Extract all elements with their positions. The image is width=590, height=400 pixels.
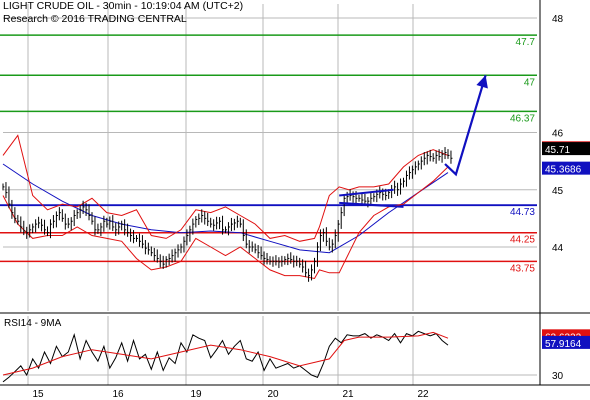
price-tag-label: 45.3686	[545, 165, 582, 176]
y-tick-label: 48	[552, 14, 564, 25]
price-panel: 4846454447.74746.3744.7344.2543.7545.724…	[0, 4, 590, 311]
projection-arrow	[444, 74, 487, 177]
series-rsi-ma	[2, 331, 449, 376]
x-tick-label: 22	[417, 389, 429, 400]
x-tick-label: 19	[190, 389, 202, 400]
price-tag	[542, 335, 590, 349]
level-label: 46.37	[510, 113, 535, 124]
series-bollinger_upper	[2, 134, 449, 242]
y-tick-label: 45	[552, 186, 564, 197]
y-tick-label: 46	[552, 129, 564, 140]
projection-arrowhead	[476, 75, 488, 89]
chart-subtitle: Research © 2016 TRADING CENTRAL	[3, 13, 187, 25]
y-tick-label: 30	[552, 371, 564, 382]
x-tick-label: 20	[267, 389, 279, 400]
price-tag-label: 57.9164	[545, 339, 582, 350]
pattern-line-triangle_upper	[339, 188, 394, 197]
y-tick-label: 44	[552, 243, 564, 254]
series-rsi	[2, 330, 449, 383]
price-tag	[542, 161, 590, 175]
chart-title: LIGHT CRUDE OIL - 30min - 10:19:04 AM (U…	[3, 0, 244, 12]
rsi-panel-title: RSI14 - 9MA	[4, 318, 62, 329]
level-label: 43.75	[510, 263, 535, 274]
x-axis: 15 16 19 20 21 22	[32, 389, 429, 400]
x-tick-label: 15	[32, 389, 44, 400]
level-label: 44.25	[510, 235, 535, 246]
panel-frame	[0, 0, 590, 386]
price-tag-label: 45.71	[545, 145, 570, 156]
level-label: 47.7	[516, 37, 536, 48]
level-label: 47	[524, 77, 536, 88]
x-tick-label: 16	[112, 389, 124, 400]
series-bollinger_lower	[2, 166, 449, 280]
x-tick-label: 21	[342, 389, 354, 400]
pattern-line-triangle_lower	[339, 201, 404, 208]
price-tag	[542, 142, 590, 156]
level-label: 44.73	[510, 207, 535, 218]
series-moving-average	[2, 163, 449, 254]
